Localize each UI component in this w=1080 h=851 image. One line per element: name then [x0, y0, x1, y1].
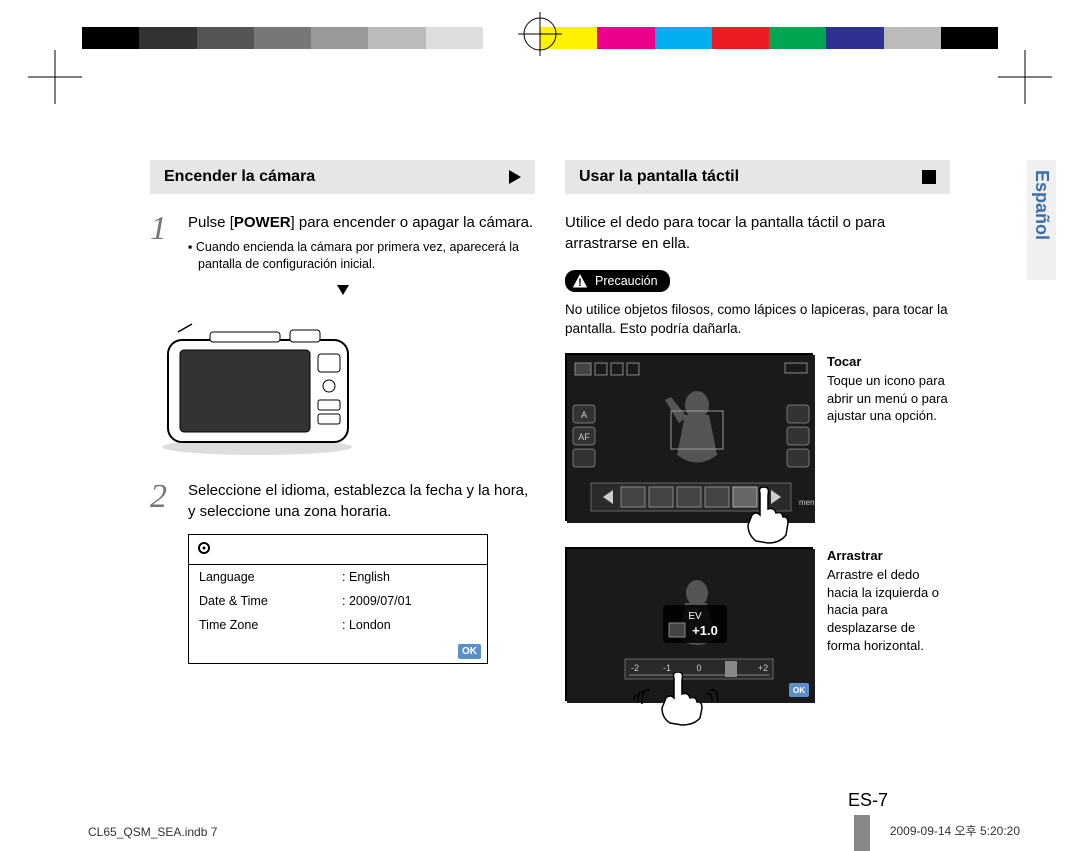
crosshair-icon — [518, 12, 562, 56]
intro-text: Utilice el dedo para tocar la pantalla t… — [565, 212, 950, 254]
square-marker-icon — [922, 170, 936, 184]
svg-text:+2: +2 — [758, 663, 768, 673]
hand-tap-icon — [738, 485, 793, 545]
svg-text:AF: AF — [578, 432, 590, 442]
gear-icon — [197, 541, 211, 555]
step-number: 1 — [150, 212, 178, 273]
step-bullet: ▪ Cuando encienda la cámara por primera … — [188, 239, 535, 273]
down-arrow-icon — [334, 281, 352, 299]
right-column: Usar la pantalla táctil Utilice el dedo … — [565, 160, 950, 701]
touch-title: Arrastrar — [827, 547, 950, 565]
warning-icon: ! — [571, 272, 589, 290]
table-row: Date & Time: 2009/07/01 — [189, 589, 487, 613]
section-title: Usar la pantalla táctil — [579, 168, 739, 186]
svg-text:+1.0: +1.0 — [692, 623, 718, 638]
camera-illustration — [150, 322, 365, 457]
svg-text:EV: EV — [688, 611, 702, 622]
footer-right: 2009-09-14 오후 5:20:20 — [890, 822, 1020, 839]
touch-title: Tocar — [827, 353, 950, 371]
caution-label: ! Precaución — [565, 270, 670, 292]
table-row: Time Zone: London — [189, 613, 487, 637]
touchscreen-drag: EV +1.0 -2 -1 0 +1 +2 OK — [565, 547, 813, 701]
registration-mark-icon — [28, 50, 82, 104]
ok-button[interactable]: OK — [458, 644, 481, 659]
settings-table: Language: English Date & Time: 2009/07/0… — [189, 565, 487, 637]
registration-mark-icon — [998, 50, 1052, 104]
svg-text:menu: menu — [799, 498, 815, 507]
step-body: Seleccione el idioma, establezca la fech… — [188, 480, 535, 522]
touch-figure-drag: EV +1.0 -2 -1 0 +1 +2 OK — [565, 547, 950, 701]
caution-text: No utilice objetos filosos, como lápices… — [565, 301, 950, 339]
svg-text:!: ! — [578, 277, 582, 289]
step-1: 1 Pulse [POWER] para encender o apagar l… — [150, 212, 535, 273]
step-2: 2 Seleccione el idioma, establezca la fe… — [150, 480, 535, 522]
section-title: Encender la cámara — [164, 168, 315, 186]
touch-body: Toque un icono para abrir un menú o para… — [827, 372, 950, 425]
page-content: Encender la cámara 1 Pulse [POWER] para … — [150, 160, 950, 701]
page-tab-marker — [854, 815, 870, 851]
touch-body: Arrastre el dedo hacia la izquierda o ha… — [827, 566, 950, 654]
step-body: Pulse [POWER] para encender o apagar la … — [188, 212, 535, 273]
touchscreen-tap: A AF menu — [565, 353, 813, 521]
page-number: ES-7 — [848, 790, 888, 811]
section-header-power: Encender la cámara — [150, 160, 535, 194]
touch-description: Tocar Toque un icono para abrir un menú … — [827, 353, 950, 521]
caution-block: ! Precaución No utilice objetos filosos,… — [565, 270, 950, 339]
hand-drag-icon — [632, 672, 722, 727]
touch-description: Arrastrar Arrastre el dedo hacia la izqu… — [827, 547, 950, 701]
settings-panel: Language: English Date & Time: 2009/07/0… — [188, 534, 488, 664]
touch-figure-tap: A AF menu — [565, 353, 950, 521]
triangle-marker-icon — [509, 170, 521, 184]
svg-text:A: A — [581, 410, 587, 420]
settings-header — [189, 535, 487, 565]
section-header-touch: Usar la pantalla táctil — [565, 160, 950, 194]
table-row: Language: English — [189, 565, 487, 589]
svg-text:OK: OK — [793, 686, 805, 695]
step-number: 2 — [150, 480, 178, 522]
language-tab: Español — [1027, 160, 1056, 280]
footer-left: CL65_QSM_SEA.indb 7 — [88, 825, 217, 839]
left-column: Encender la cámara 1 Pulse [POWER] para … — [150, 160, 535, 701]
